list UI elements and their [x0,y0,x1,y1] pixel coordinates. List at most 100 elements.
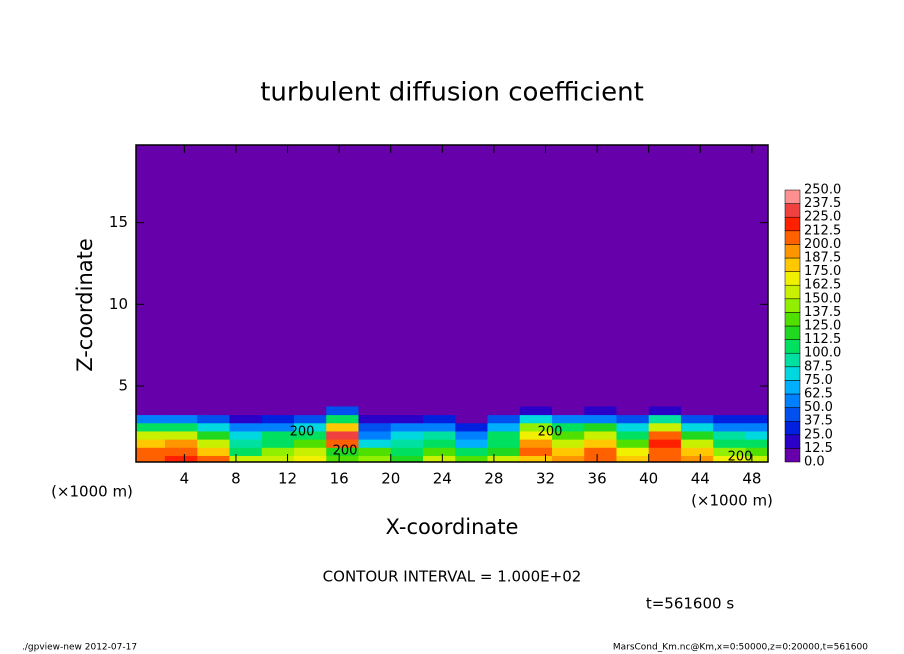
colorbar-label: 162.5 [804,278,841,293]
cell [197,455,231,462]
colorbar-label: 137.5 [804,305,841,320]
cell [648,430,682,440]
cell [584,455,617,462]
cell [136,406,166,416]
x-tick-label: 8 [231,470,241,488]
cell [422,414,456,424]
colorbar-label: 150.0 [804,291,841,306]
colorbar-swatch [784,325,801,340]
cell [422,430,456,440]
colorbar-swatch [784,189,801,204]
colorbar-label: 225.0 [804,210,841,225]
time-note: t=561600 s [646,595,734,613]
cell [713,455,746,462]
cell [326,414,359,424]
cell [422,455,456,462]
colorbar-swatch [784,352,801,368]
colorbar-label: 87.5 [804,359,833,374]
cell [165,406,198,416]
contour-label: 200 [333,444,358,459]
cell [487,447,521,456]
cell [551,406,585,416]
cell [326,422,359,432]
x-tick-label: 48 [742,470,761,488]
x-tick-label: 4 [180,470,190,488]
y-axis-label: Z-coordinate [73,238,97,372]
colorbar-label: 112.5 [804,332,841,347]
cell [519,447,553,456]
colorbar-label: 62.5 [804,387,833,402]
cell [584,422,617,432]
x-axis-label: X-coordinate [386,515,519,539]
cell [713,439,746,448]
cell [648,406,682,416]
cell [648,439,682,448]
cell [326,439,359,448]
cell [455,430,488,440]
cell [197,422,231,432]
cell [390,406,424,416]
cell [261,447,295,456]
cell [584,406,617,416]
cell [390,447,424,456]
cell [648,414,682,424]
cell [165,439,198,448]
cell [229,430,263,440]
cell [422,406,456,416]
cell [551,422,585,432]
cell [422,422,456,432]
colorbar-swatch [784,284,801,300]
cell [197,414,231,424]
cell [584,439,617,448]
cell [519,455,553,462]
contour-note: CONTOUR INTERVAL = 1.000E+02 [323,568,582,586]
cell [136,455,166,462]
cell [487,439,521,448]
cell [136,447,166,456]
colorbar-label: 50.0 [804,400,833,415]
cell [713,422,746,432]
cell [680,422,714,432]
cell [616,447,650,456]
colorbar-label: 200.0 [804,237,841,252]
x-tick-label: 36 [588,470,607,488]
cell [136,430,166,440]
colorbar-swatch [784,257,801,272]
cell [294,422,327,432]
cell [390,430,424,440]
cell [229,447,263,456]
x-unit: (×1000 m) [51,483,133,501]
cell [455,447,488,456]
cell [294,455,327,462]
cell [358,414,392,424]
cell [745,406,768,416]
cell [713,447,746,456]
cell [745,414,768,424]
contour-label: 200 [290,425,315,440]
colorbar-label: 0.0 [804,455,825,470]
cell [551,414,585,424]
cell [358,447,392,456]
contour-label: 200 [538,425,563,440]
cell [390,414,424,424]
cell [358,430,392,440]
cell [165,455,198,462]
x-tick-label: 12 [278,470,297,488]
cell [680,414,714,424]
cell [551,447,585,456]
chart-title: turbulent diffusion coefficient [260,78,644,108]
colorbar-label: 100.0 [804,346,841,361]
cell [229,406,263,416]
field [136,145,768,462]
cell [326,455,359,462]
cell [358,406,392,416]
cell [261,406,295,416]
cell [261,422,295,432]
y-tick-label: 15 [109,213,128,231]
colorbar-label: 250.0 [804,183,841,198]
cell [229,439,263,448]
cell [136,422,166,432]
y-tick-label: 10 [109,295,128,313]
cell [519,439,553,448]
